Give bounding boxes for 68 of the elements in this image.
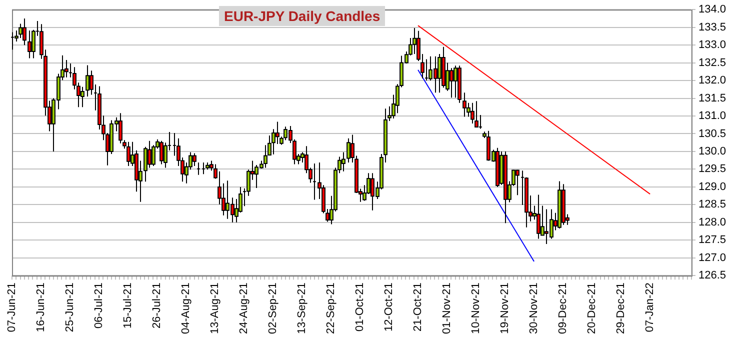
candlestick [28, 30, 32, 59]
candlestick [64, 59, 68, 78]
y-tick-label: 128.5 [698, 198, 726, 211]
y-tick-label: 133.5 [698, 21, 726, 34]
x-tick-label: 22-Sep-21 [325, 282, 338, 334]
candlestick [438, 53, 442, 94]
x-tick-label: 26-Jul-21 [151, 282, 164, 328]
x-tick-label: 29-Dec-21 [615, 282, 628, 334]
x-tick-label: 07-Jan-22 [644, 282, 656, 332]
x-tick-label: 06-Jul-21 [93, 282, 106, 328]
y-tick-label: 129.0 [698, 180, 726, 193]
y-tick-label: 131.0 [698, 110, 726, 122]
candlestick [462, 92, 466, 118]
candlestick [10, 32, 14, 50]
candlestick [454, 65, 458, 98]
x-tick-label: 25-Jun-21 [64, 282, 76, 332]
x-tick-label: 13-Aug-21 [209, 282, 222, 334]
candlestick [424, 58, 428, 82]
x-tick-label: 07-Jun-21 [6, 282, 18, 332]
y-tick-label: 131.5 [698, 92, 726, 104]
y-tick-label: 134.0 [698, 4, 726, 16]
candlestick [86, 64, 90, 98]
candlestick [470, 102, 474, 124]
candlestick [264, 144, 268, 168]
x-tick-label: 10-Nov-21 [470, 282, 482, 334]
candlestick [126, 141, 130, 167]
x-tick-label: 01-Oct-21 [354, 282, 366, 332]
candlestick [342, 152, 346, 172]
x-tick-label: 01-Nov-21 [441, 282, 454, 334]
x-tick-label: 24-Aug-21 [238, 282, 250, 334]
candlestick [346, 138, 350, 163]
candlestick [148, 140, 152, 168]
y-tick-label: 132.5 [698, 56, 726, 69]
x-tick-label: 02-Sep-21 [267, 282, 280, 334]
y-tick-label: 130.0 [698, 146, 726, 158]
x-tick-label: 12-Oct-21 [383, 282, 396, 332]
x-tick-label: 21-Oct-21 [412, 282, 424, 332]
candlestick [192, 152, 196, 167]
y-tick-label: 127.5 [698, 234, 726, 246]
candlestick [202, 162, 206, 175]
candlestick [450, 68, 454, 98]
candlestick [160, 140, 164, 165]
y-tick-label: 130.5 [698, 128, 726, 140]
x-tick-label: 15-Jul-21 [122, 282, 134, 328]
x-tick-label: 30-Nov-21 [528, 282, 540, 334]
candlestick [312, 163, 316, 200]
candlestick [276, 121, 280, 145]
candlestick [22, 18, 26, 46]
y-tick-label: 129.5 [698, 163, 726, 176]
y-tick-label: 132.0 [698, 74, 726, 87]
y-tick-label: 126.5 [698, 270, 726, 282]
x-tick-label: 13-Sep-21 [296, 282, 308, 334]
candlestick [536, 194, 540, 240]
chart-title: EUR-JPY Daily Candles [219, 6, 386, 26]
x-tick-label: 16-Jun-21 [35, 282, 48, 332]
x-tick-label: 20-Dec-21 [586, 282, 598, 334]
candlestick [478, 114, 482, 130]
candlestick [80, 86, 84, 108]
x-tick-label: 09-Dec-21 [557, 282, 570, 334]
y-tick-label: 128.0 [698, 216, 726, 228]
candlestick [196, 162, 200, 176]
candlestick [474, 100, 478, 128]
candlestick [18, 23, 22, 38]
x-tick-label: 04-Aug-21 [180, 282, 192, 334]
y-tick-label: 133.0 [698, 39, 726, 52]
x-tick-label: 19-Nov-21 [499, 282, 512, 334]
candlestick [516, 169, 520, 196]
y-tick-label: 127.0 [698, 252, 726, 264]
